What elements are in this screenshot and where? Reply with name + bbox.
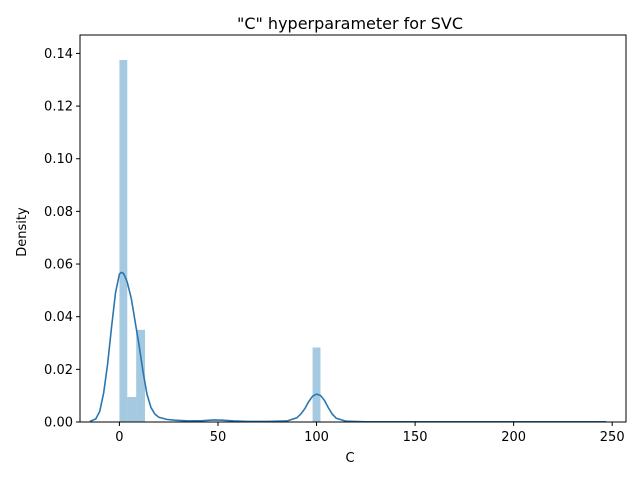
kde-line: [89, 271, 607, 423]
chart-title: "C" hyperparameter for SVC: [237, 14, 463, 33]
x-tick-label-0: 0: [115, 430, 123, 445]
histogram-bar-1: [127, 396, 137, 422]
y-tick-label-3: 0.06: [44, 258, 73, 273]
y-axis-label: Density: [15, 207, 30, 257]
x-tick-label-4: 200: [501, 430, 526, 445]
y-tick-label-5: 0.10: [44, 152, 73, 167]
histogram-bar-3: [312, 347, 321, 422]
x-axis-label: C: [345, 451, 354, 466]
x-tick-label-1: 50: [210, 430, 227, 445]
histogram-bar-0: [119, 60, 128, 422]
y-tick-label-4: 0.08: [44, 205, 73, 220]
histogram-bar-2: [136, 329, 146, 422]
y-tick-label-1: 0.02: [44, 363, 73, 378]
y-tick-label-0: 0.00: [44, 416, 73, 431]
y-tick-label-2: 0.04: [44, 310, 73, 325]
x-tick-label-3: 150: [403, 430, 428, 445]
axes-frame: [79, 34, 627, 423]
y-tick-label-7: 0.14: [44, 47, 73, 62]
plot-area: [79, 34, 627, 423]
x-tick-label-5: 250: [600, 430, 625, 445]
y-tick-label-6: 0.12: [44, 100, 73, 115]
histogram-bars: [119, 60, 321, 422]
x-axis: 0 50 100 150 200 250: [115, 422, 625, 445]
x-tick-label-2: 100: [304, 430, 329, 445]
y-axis: 0.00 0.02 0.04 0.06 0.08 0.10 0.12 0.14: [44, 47, 80, 431]
